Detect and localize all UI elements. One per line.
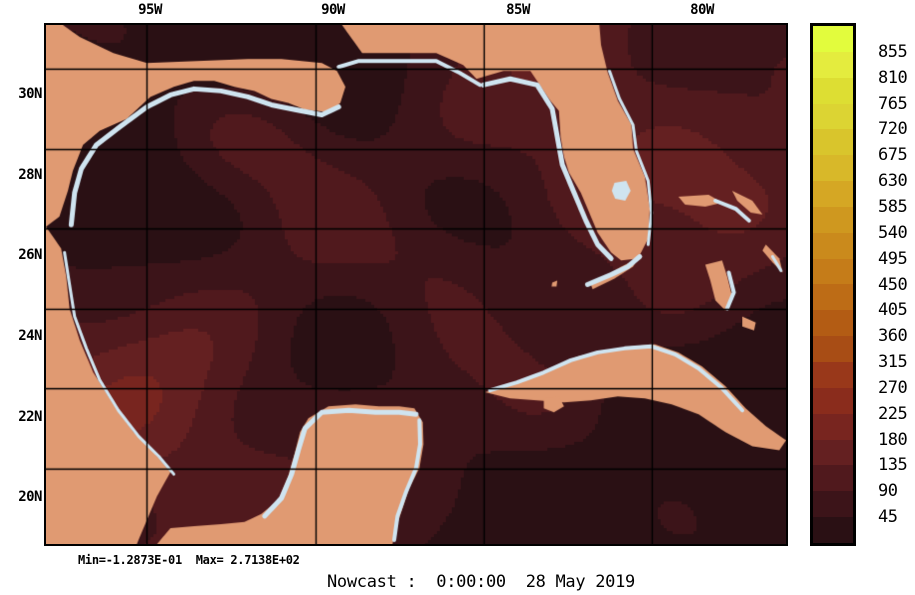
lat-tick-label-2: 26N [18, 247, 42, 263]
colorbar-band-16 [813, 439, 853, 466]
nowcast-timestamp: Nowcast : 0:00:00 28 May 2019 [327, 572, 635, 592]
colorbar-tick-405: 405 [878, 300, 908, 321]
colorbar-tick-labels: 855 810 765 720 675 630 585 540 495 450 405 360 315 2… [860, 23, 915, 546]
colorbar-band-9 [813, 258, 853, 285]
map-plot-frame [44, 23, 788, 546]
colorbar-tick-360: 360 [878, 326, 908, 347]
colorbar-tick-630: 630 [878, 171, 908, 192]
colorbar [810, 23, 856, 546]
lon-tick-label-3: 80W [690, 2, 714, 18]
colorbar-band-6 [813, 181, 853, 207]
colorbar-tick-720: 720 [878, 119, 908, 140]
colorbar-tick-180: 180 [878, 429, 908, 450]
lat-tick-label-0: 30N [18, 85, 42, 102]
lon-tick-label-1: 90W [321, 2, 345, 18]
colorbar-band-3 [813, 103, 853, 130]
colorbar-tick-765: 765 [878, 93, 908, 114]
colorbar-band-11 [813, 310, 853, 337]
colorbar-band-1 [813, 51, 853, 78]
min-max-annotation: Min=-1.2873E-01 Max= 2.7138E+02 [78, 553, 300, 567]
longitude-axis: 95W 90W 85W 80W [44, 0, 788, 23]
colorbar-band-14 [813, 387, 853, 414]
lat-tick-label-5: 20N [18, 488, 42, 505]
lat-tick-label-1: 28N [18, 167, 42, 184]
lat-tick-label-3: 24N [18, 328, 42, 344]
colorbar-band-7 [813, 206, 853, 233]
colorbar-tick-675: 675 [878, 145, 908, 166]
colorbar-tick-45: 45 [878, 507, 898, 528]
colorbar-band-15 [813, 413, 853, 440]
colorbar-tick-495: 495 [878, 248, 908, 269]
colorbar-band-4 [813, 129, 853, 156]
colorbar-band-0 [813, 26, 853, 52]
colorbar-tick-270: 270 [878, 377, 908, 398]
colorbar-band-5 [813, 155, 853, 182]
colorbar-band-19 [813, 517, 853, 543]
colorbar-band-8 [813, 232, 853, 259]
colorbar-tick-585: 585 [878, 196, 908, 217]
latitude-axis: 30N 28N 26N 24N 22N 20N [0, 23, 44, 546]
colorbar-tick-225: 225 [878, 403, 908, 424]
colorbar-tick-135: 135 [878, 455, 908, 476]
lon-tick-label-0: 95W [138, 2, 162, 18]
colorbar-tick-90: 90 [878, 481, 898, 502]
colorbar-band-10 [813, 284, 853, 311]
colorbar-band-18 [813, 491, 853, 518]
colorbar-tick-855: 855 [878, 41, 908, 62]
colorbar-tick-810: 810 [878, 67, 908, 88]
colorbar-tick-450: 450 [878, 274, 908, 295]
colorbar-band-13 [813, 361, 853, 388]
sea-surface-field-heatmap [46, 25, 786, 544]
colorbar-band-2 [813, 77, 853, 104]
lon-tick-label-2: 85W [506, 2, 530, 18]
colorbar-band-12 [813, 336, 853, 362]
colorbar-band-17 [813, 465, 853, 492]
colorbar-tick-540: 540 [878, 222, 908, 243]
lat-tick-label-4: 22N [18, 408, 42, 425]
colorbar-tick-315: 315 [878, 352, 908, 373]
